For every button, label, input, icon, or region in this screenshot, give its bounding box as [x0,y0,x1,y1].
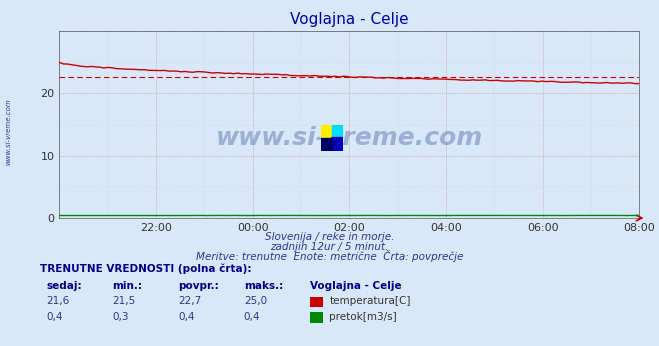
Text: 0,4: 0,4 [178,312,194,322]
Text: 0,3: 0,3 [112,312,129,322]
Text: povpr.:: povpr.: [178,281,219,291]
Text: www.si-vreme.com: www.si-vreme.com [5,98,11,165]
Text: 22,7: 22,7 [178,297,201,307]
Text: Meritve: trenutne  Enote: metrične  Črta: povprečje: Meritve: trenutne Enote: metrične Črta: … [196,249,463,262]
Text: 21,5: 21,5 [112,297,135,307]
Text: TRENUTNE VREDNOSTI (polna črta):: TRENUTNE VREDNOSTI (polna črta): [40,263,251,274]
Text: pretok[m3/s]: pretok[m3/s] [330,312,397,322]
Title: Voglajna - Celje: Voglajna - Celje [290,12,409,27]
Text: sedaj:: sedaj: [46,281,82,291]
Text: min.:: min.: [112,281,142,291]
Polygon shape [332,125,343,138]
Text: 0,4: 0,4 [244,312,260,322]
Text: temperatura[C]: temperatura[C] [330,297,411,307]
Text: 0,4: 0,4 [46,312,63,322]
Text: Voglajna - Celje: Voglajna - Celje [310,281,401,291]
Polygon shape [332,138,343,151]
Text: Slovenija / reke in morje.: Slovenija / reke in morje. [265,233,394,243]
Text: www.si-vreme.com: www.si-vreme.com [215,126,483,149]
Polygon shape [321,138,332,151]
Polygon shape [332,138,343,151]
Text: zadnjih 12ur / 5 minut.: zadnjih 12ur / 5 minut. [270,242,389,252]
Bar [321,125,332,138]
Text: 21,6: 21,6 [46,297,69,307]
Text: maks.:: maks.: [244,281,283,291]
Text: 25,0: 25,0 [244,297,267,307]
